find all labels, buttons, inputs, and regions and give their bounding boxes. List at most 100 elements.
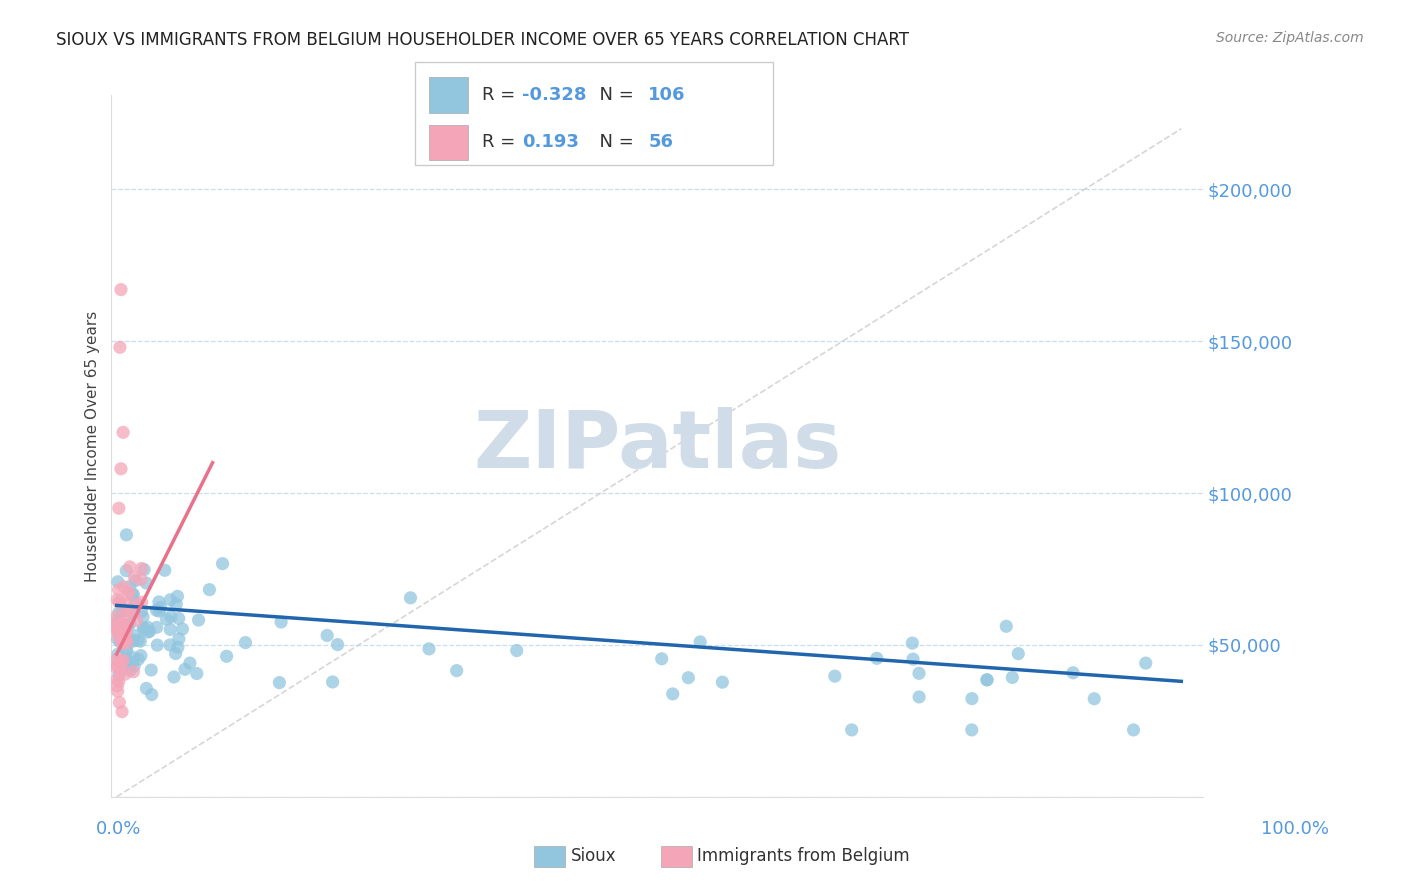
Point — [117, 584, 139, 599]
Text: 100.0%: 100.0% — [1261, 820, 1329, 838]
Point — [122, 587, 145, 601]
Point — [115, 528, 138, 542]
Point — [179, 656, 201, 670]
Point — [108, 501, 131, 516]
Point — [112, 580, 135, 594]
Point — [215, 649, 238, 664]
Point — [107, 614, 129, 628]
Point — [172, 622, 194, 636]
Point — [159, 623, 181, 637]
Point — [138, 624, 160, 639]
Text: 56: 56 — [648, 134, 673, 152]
Point — [122, 633, 145, 648]
Point — [125, 597, 148, 611]
Point — [908, 690, 931, 704]
Point — [110, 615, 132, 630]
Point — [110, 283, 132, 297]
Text: Immigrants from Belgium: Immigrants from Belgium — [697, 847, 910, 865]
Point — [127, 633, 149, 648]
Point — [167, 640, 190, 655]
Text: 0.0%: 0.0% — [96, 820, 141, 838]
Point — [107, 606, 129, 620]
Point — [418, 641, 440, 656]
Point — [866, 651, 889, 665]
Point — [187, 613, 209, 627]
Point — [107, 647, 129, 661]
Point — [198, 582, 221, 597]
Point — [141, 688, 163, 702]
Point — [107, 684, 129, 698]
Point — [125, 613, 148, 627]
Point — [1007, 647, 1029, 661]
Point — [115, 635, 138, 649]
Point — [167, 632, 190, 646]
Point — [120, 664, 142, 678]
Point — [155, 612, 177, 626]
Point — [127, 652, 149, 666]
Point — [908, 666, 931, 681]
Point — [122, 659, 145, 673]
Point — [111, 627, 134, 641]
Text: R =: R = — [482, 87, 522, 104]
Point — [678, 671, 700, 685]
Point — [1001, 670, 1024, 684]
Point — [108, 667, 131, 681]
Point — [1083, 691, 1105, 706]
Point — [136, 620, 159, 634]
Point — [122, 650, 145, 665]
Point — [107, 624, 129, 639]
Point — [121, 606, 143, 620]
Point — [105, 615, 128, 630]
Point — [399, 591, 422, 605]
Point — [110, 664, 132, 678]
Point — [326, 638, 349, 652]
Point — [105, 679, 128, 693]
Point — [976, 673, 998, 687]
Point — [117, 603, 139, 617]
Point — [115, 632, 138, 647]
Point — [159, 592, 181, 607]
Point — [118, 560, 141, 574]
Point — [112, 632, 135, 647]
Point — [115, 643, 138, 657]
Point — [901, 652, 924, 666]
Point — [124, 598, 146, 612]
Point — [107, 627, 129, 641]
Point — [105, 592, 128, 607]
Point — [111, 637, 134, 651]
Point — [131, 605, 153, 619]
Point — [115, 564, 138, 578]
Point — [114, 618, 136, 632]
Point — [121, 588, 143, 602]
Point — [165, 647, 187, 661]
Point — [131, 595, 153, 609]
Text: 106: 106 — [648, 87, 686, 104]
Point — [322, 675, 344, 690]
Point — [107, 582, 129, 597]
Point — [136, 625, 159, 640]
Point — [1062, 665, 1084, 680]
Point — [107, 632, 129, 647]
Point — [1122, 723, 1144, 737]
Point — [124, 629, 146, 643]
Point — [114, 667, 136, 681]
Point — [118, 580, 141, 594]
Point — [506, 643, 529, 657]
Point — [135, 681, 157, 696]
Point — [129, 634, 152, 648]
Point — [146, 638, 169, 652]
Point — [105, 658, 128, 673]
Point — [149, 600, 172, 615]
Point — [105, 652, 128, 666]
Text: -0.328: -0.328 — [522, 87, 586, 104]
Point — [651, 652, 673, 666]
Point — [901, 636, 924, 650]
Point — [122, 634, 145, 648]
Point — [269, 675, 291, 690]
Text: Source: ZipAtlas.com: Source: ZipAtlas.com — [1216, 31, 1364, 45]
Y-axis label: Householder Income Over 65 years: Householder Income Over 65 years — [86, 310, 100, 582]
Point — [118, 616, 141, 631]
Point — [135, 576, 157, 591]
Point — [115, 642, 138, 657]
Point — [107, 623, 129, 637]
